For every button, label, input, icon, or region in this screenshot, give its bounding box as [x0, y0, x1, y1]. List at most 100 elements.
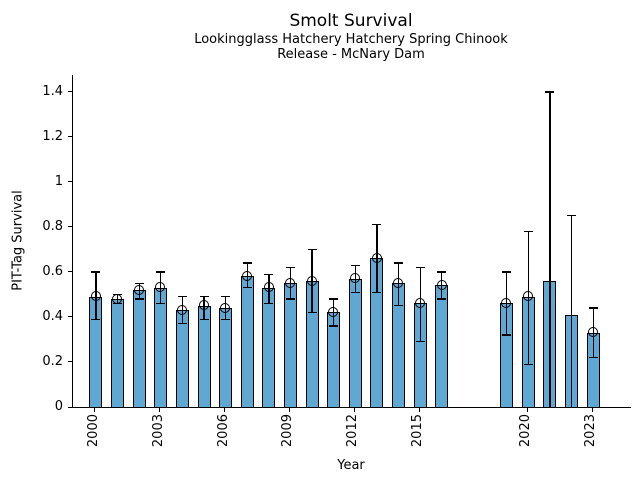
y-tick-label: 0.6	[42, 263, 63, 279]
point-marker-2002	[133, 284, 144, 295]
point-marker-2008	[263, 282, 274, 293]
error-cap-bottom-2005	[199, 318, 209, 320]
error-cap-top-2009	[285, 266, 295, 269]
y-tick-label: 0.8	[42, 218, 63, 234]
plot-area	[72, 75, 631, 408]
error-cap-top-2000	[91, 271, 101, 273]
error-cap-top-2013	[372, 224, 382, 226]
point-marker-2004	[177, 304, 188, 315]
error-cap-top-2016	[437, 271, 447, 273]
bar-2012	[348, 278, 362, 407]
error-cap-bottom-2023	[588, 356, 598, 359]
x-tick-mark	[224, 408, 226, 412]
point-marker-2013	[371, 253, 382, 264]
x-tick-mark	[526, 408, 528, 412]
y-tick-mark	[68, 361, 72, 363]
error-cap-top-2003	[156, 271, 166, 273]
point-marker-2007	[241, 271, 252, 282]
point-marker-2001	[112, 293, 123, 304]
bar-2006	[219, 307, 233, 407]
error-cap-bottom-2009	[285, 298, 295, 300]
error-cap-top-2004	[177, 296, 187, 298]
x-tick-mark	[159, 408, 161, 412]
y-tick-mark	[68, 136, 72, 138]
point-marker-2015	[414, 298, 425, 309]
error-cap-bottom-2003	[156, 302, 166, 305]
point-marker-2011	[328, 307, 339, 318]
x-tick-label: 2020	[518, 414, 534, 448]
chart-title: Smolt Survival	[289, 11, 413, 31]
error-cap-bottom-2008	[264, 302, 274, 305]
point-marker-2010	[306, 275, 317, 286]
bar-2011	[327, 312, 341, 407]
error-cap-bottom-2020	[523, 363, 533, 365]
bar-2005	[197, 305, 211, 407]
error-cap-bottom-2000	[91, 318, 101, 320]
point-marker-2009	[285, 277, 296, 288]
error-cap-top-2011	[329, 298, 339, 300]
error-cap-bottom-2007	[242, 287, 252, 289]
error-cap-bottom-2010	[307, 311, 317, 314]
error-cap-bottom-2019	[502, 334, 512, 336]
error-cap-top-2019	[502, 271, 512, 273]
x-tick-mark	[288, 408, 290, 412]
x-tick-label: 2003	[150, 414, 166, 448]
bar-2016	[435, 285, 449, 407]
error-cap-bottom-2016	[437, 298, 447, 300]
point-marker-2023	[587, 327, 598, 338]
error-cap-bottom-2012	[350, 291, 360, 293]
error-cap-top-2005	[199, 296, 209, 298]
error-cap-top-2006	[221, 296, 231, 298]
point-marker-2005	[198, 300, 209, 311]
y-axis-label: PIT-Tag Survival	[10, 190, 26, 291]
error-cap-top-2014	[394, 262, 404, 264]
error-cap-top-2022	[567, 215, 577, 217]
y-tick-mark	[68, 406, 72, 408]
bar-2009	[283, 283, 297, 407]
y-tick-mark	[68, 181, 72, 183]
x-tick-label: 2000	[85, 414, 101, 448]
y-tick-mark	[68, 316, 72, 318]
x-tick-mark	[418, 408, 420, 412]
point-marker-2000	[90, 291, 101, 302]
error-cap-top-2008	[264, 273, 274, 275]
x-tick-label: 2012	[345, 414, 361, 448]
bar-2001	[111, 298, 125, 407]
y-tick-mark	[68, 226, 72, 228]
x-tick-mark	[591, 408, 593, 412]
x-tick-mark	[353, 408, 355, 412]
error-bar-2021	[549, 91, 551, 407]
error-cap-top-2002	[134, 282, 144, 284]
error-cap-top-2010	[307, 248, 317, 251]
error-cap-top-2023	[588, 307, 598, 309]
error-cap-top-2007	[242, 262, 252, 264]
error-cap-bottom-2015	[415, 341, 425, 343]
bar-2002	[132, 289, 146, 407]
error-cap-bottom-2013	[372, 291, 382, 293]
error-cap-top-2015	[415, 266, 425, 269]
point-marker-2019	[501, 298, 512, 309]
y-tick-label: 1	[54, 173, 63, 189]
y-tick-label: 0.2	[42, 353, 63, 369]
x-tick-label: 2009	[280, 414, 296, 448]
x-tick-label: 2006	[215, 414, 231, 448]
error-cap-top-2021	[545, 91, 555, 93]
point-marker-2016	[436, 280, 447, 291]
error-cap-bottom-2014	[394, 305, 404, 307]
point-marker-2020	[523, 291, 533, 302]
y-tick-label: 1.4	[42, 83, 63, 99]
point-marker-2003	[155, 282, 166, 293]
bar-2003	[154, 287, 168, 407]
chart-subtitle-line1: Lookingglass Hatchery Hatchery Spring Ch…	[194, 32, 508, 47]
point-marker-2014	[393, 277, 404, 288]
chart-subtitle-line2: Release - McNary Dam	[277, 47, 425, 62]
point-marker-2006	[220, 302, 231, 313]
y-tick-mark	[68, 271, 72, 273]
error-cap-top-2012	[350, 264, 360, 266]
y-tick-label: 1.2	[42, 128, 63, 144]
error-cap-bottom-2006	[221, 318, 231, 320]
x-axis-label: Year	[337, 458, 365, 473]
y-tick-mark	[68, 91, 72, 93]
error-cap-bottom-2011	[329, 325, 339, 327]
